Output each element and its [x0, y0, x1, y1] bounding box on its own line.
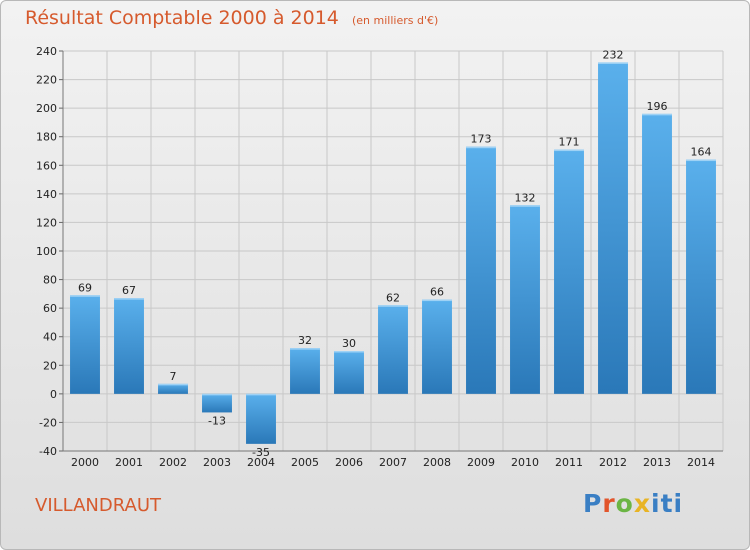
x-tick-label: 2014: [687, 456, 715, 469]
y-tick-label: -40: [39, 445, 57, 458]
chart-title: Résultat Comptable 2000 à 2014 (en milli…: [25, 7, 438, 29]
commune-name: VILLANDRAUT: [35, 495, 161, 516]
bar-2006: [334, 351, 364, 394]
data-label: 62: [386, 291, 400, 304]
bar-2002: [158, 383, 188, 394]
bar-2013: [642, 113, 672, 394]
bar-highlight: [510, 205, 540, 207]
bar-highlight: [686, 159, 716, 162]
bar-highlight: [422, 299, 452, 302]
bar-2009: [466, 146, 496, 394]
bar-2001: [114, 298, 144, 394]
chart-title-main: Résultat Comptable 2000 à 2014: [25, 7, 339, 29]
bar-2007: [378, 305, 408, 394]
x-tick-label: 2010: [511, 456, 539, 469]
x-tick-label: 2009: [467, 456, 495, 469]
y-tick-label: -20: [39, 416, 57, 429]
x-tick-label: 2003: [203, 456, 231, 469]
data-label: 69: [78, 281, 92, 294]
data-label: 30: [342, 337, 356, 350]
chart-title-unit: (en milliers d'€): [351, 14, 439, 27]
x-tick-label: 2002: [159, 456, 187, 469]
data-labels: 2000 69 2001 67 2002 7 2003 -13 2004-35 2005 32 200…: [71, 48, 715, 469]
y-tick-label: 160: [36, 159, 57, 172]
y-tick-label: 40: [43, 331, 57, 344]
y-tick-label: 20: [43, 359, 57, 372]
data-label: 173: [471, 133, 492, 146]
y-tick-label: 180: [36, 131, 57, 144]
bar-highlight: [158, 383, 188, 386]
data-label: 67: [122, 284, 136, 297]
bar-highlight: [554, 149, 584, 152]
x-tick-label: 2001: [115, 456, 143, 469]
x-tick-label: 2007: [379, 456, 407, 469]
bar-highlight: [202, 393, 232, 396]
bar-highlight: [290, 348, 320, 350]
data-label: 232: [603, 48, 624, 61]
data-label: 171: [559, 136, 580, 149]
x-tick-label: 2000: [71, 456, 99, 469]
bar-highlight: [114, 298, 144, 300]
bar-2014: [686, 159, 716, 394]
bar-highlight: [246, 393, 276, 396]
axes: -40 -20 0 20 40 60 80 100 120 140 160 180 200 220 240: [36, 45, 723, 458]
x-tick-label: 2004: [247, 456, 275, 469]
data-label: 196: [647, 100, 668, 113]
bar-2008: [422, 299, 452, 394]
data-label: 32: [298, 334, 312, 347]
x-tick-label: 2008: [423, 456, 451, 469]
bar-2005: [290, 348, 320, 394]
y-tick-label: 80: [43, 274, 57, 287]
bar-2010: [510, 205, 540, 394]
y-tick-label: 140: [36, 188, 57, 201]
x-tick-label: 2011: [555, 456, 583, 469]
bar-2003: [202, 393, 232, 413]
y-tick-label: 120: [36, 216, 57, 229]
x-tick-label: 2013: [643, 456, 671, 469]
y-tick-label: 200: [36, 102, 57, 115]
y-tick-label: 220: [36, 74, 57, 87]
bar-highlight: [642, 113, 672, 116]
y-tick-label: 100: [36, 245, 57, 258]
data-label: 66: [430, 286, 444, 299]
bar-highlight: [466, 146, 496, 149]
data-label: -13: [208, 414, 226, 427]
y-tick-label: 60: [43, 302, 57, 315]
x-tick-label: 2006: [335, 456, 363, 469]
bar-2004: [246, 393, 276, 444]
x-tick-label: 2012: [599, 456, 627, 469]
y-tick-label: 240: [36, 45, 57, 58]
data-label: 164: [691, 146, 712, 159]
data-label: -35: [252, 446, 270, 459]
bar-highlight: [70, 295, 100, 297]
x-tick-label: 2005: [291, 456, 319, 469]
bar-highlight: [598, 62, 628, 64]
bar-highlight: [334, 351, 364, 353]
proxiti-logo: Proxiti: [583, 489, 684, 518]
bars: [70, 62, 716, 444]
bar-2011: [554, 149, 584, 394]
data-label: 7: [170, 370, 177, 383]
y-tick-label: 0: [50, 388, 57, 401]
data-label: 132: [515, 191, 536, 204]
bar-2012: [598, 62, 628, 394]
bar-2000: [70, 295, 100, 394]
bar-highlight: [378, 305, 408, 307]
